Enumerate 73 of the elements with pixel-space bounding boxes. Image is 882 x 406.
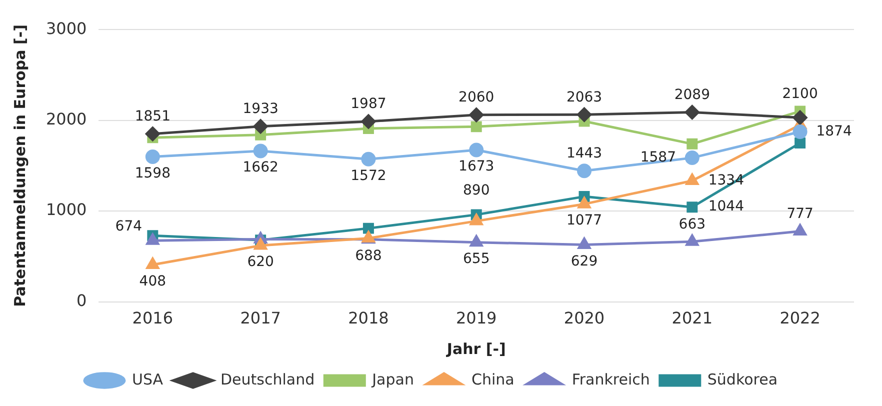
point — [686, 174, 699, 186]
legend-label: China — [471, 370, 514, 388]
x-tick-label: 2019 — [456, 308, 497, 328]
data-label: 629 — [570, 253, 598, 270]
data-label: 1933 — [242, 101, 278, 118]
data-label: 1572 — [350, 168, 386, 184]
data-label: 620 — [247, 254, 274, 270]
point — [792, 124, 808, 140]
legend-label: Japan — [371, 370, 414, 388]
point — [684, 105, 700, 120]
data-label: 2060 — [458, 90, 494, 106]
point — [686, 138, 698, 150]
data-label: 1662 — [242, 160, 278, 176]
legend-label: USA — [132, 370, 164, 388]
data-label: 1673 — [458, 158, 494, 175]
data-label: 777 — [786, 206, 814, 222]
point — [146, 233, 160, 245]
data-label: 1077 — [566, 212, 602, 229]
point — [146, 258, 160, 270]
x-tick-label: 2022 — [780, 308, 820, 328]
data-label: 1598 — [134, 165, 170, 182]
point — [578, 237, 591, 249]
point — [470, 214, 483, 226]
data-label: 1987 — [350, 96, 386, 112]
point — [794, 224, 806, 236]
data-label: 1044 — [708, 198, 744, 215]
point — [794, 138, 806, 149]
point — [145, 126, 160, 142]
legend-label: Frankreich — [572, 370, 650, 388]
y-tick-label: 2000 — [46, 109, 87, 128]
point — [577, 164, 592, 178]
y-axis-title: Patentanmeldungen in Europa [-] — [10, 24, 29, 307]
y-tick-label: 1000 — [46, 200, 87, 220]
data-label: 688 — [355, 248, 382, 264]
point — [145, 150, 160, 164]
point — [792, 110, 808, 125]
point — [469, 142, 484, 158]
legend-label: Deutschland — [220, 370, 315, 388]
data-label: 674 — [115, 218, 142, 234]
x-axis-title: Jahr [-] — [446, 340, 506, 358]
data-label: 655 — [462, 251, 490, 268]
point — [470, 235, 483, 247]
data-label: 2089 — [674, 86, 710, 103]
data-label: 408 — [139, 273, 166, 290]
point — [362, 222, 374, 234]
point — [684, 150, 700, 166]
x-tick-label: 2016 — [132, 308, 174, 328]
point — [577, 107, 592, 122]
data-label: 2100 — [782, 86, 818, 102]
point — [470, 121, 482, 132]
point — [578, 196, 591, 208]
point — [254, 238, 268, 250]
data-label: 890 — [462, 182, 490, 199]
data-label: 1587 — [640, 149, 676, 166]
point — [361, 152, 376, 166]
point — [253, 119, 268, 134]
x-tick-label: 2017 — [240, 308, 281, 328]
point — [686, 234, 699, 246]
point — [469, 108, 484, 122]
x-tick-label: 2020 — [564, 308, 605, 328]
data-label: 1874 — [816, 123, 852, 140]
x-tick-label: 2018 — [348, 308, 389, 328]
x-tick-label: 2021 — [672, 308, 713, 328]
y-tick-label: 3000 — [46, 18, 87, 38]
point — [253, 144, 268, 158]
legend-label: Südkorea — [707, 370, 778, 388]
data-label: 1851 — [134, 108, 170, 124]
y-tick-label: 0 — [76, 290, 87, 310]
data-label: 1443 — [566, 146, 602, 162]
data-label: 2063 — [566, 89, 602, 106]
point — [686, 202, 698, 213]
data-label: 663 — [678, 216, 706, 232]
point — [361, 114, 376, 129]
